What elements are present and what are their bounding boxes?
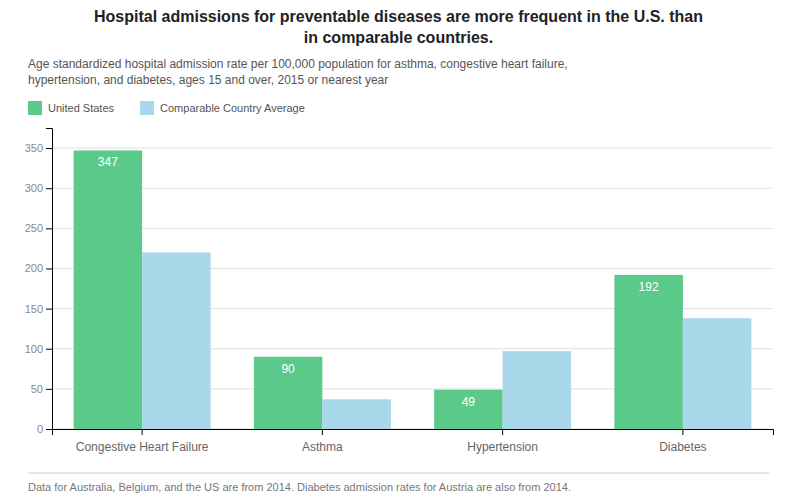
data-label: 192 (639, 280, 659, 294)
bar (142, 252, 210, 429)
bar (434, 390, 502, 429)
grid-line (52, 148, 773, 149)
y-axis-line (46, 129, 53, 430)
y-tick: 200 (25, 262, 52, 274)
x-tick-label: Asthma (302, 440, 343, 454)
legend-label: United States (48, 102, 115, 114)
y-tick: 50 (31, 383, 52, 395)
y-tick-mark (46, 389, 52, 390)
bar-series (142, 252, 751, 429)
y-tick: 100 (25, 343, 52, 355)
y-tick-label: 0 (37, 423, 43, 435)
legend-swatch (28, 101, 42, 115)
bars (74, 150, 752, 429)
y-tick: 300 (25, 182, 52, 194)
x-tick: Hypertension (467, 429, 538, 454)
x-tick-label: Hypertension (467, 440, 538, 454)
x-tick-mark (502, 429, 503, 435)
data-label: 347 (98, 155, 118, 169)
y-tick-label: 50 (31, 383, 43, 395)
grid-line (52, 188, 773, 189)
title: in comparable countries. (304, 29, 493, 46)
x-axis-line (53, 430, 774, 436)
bar (683, 318, 751, 429)
data-label: 90 (281, 362, 295, 376)
subtitle: hypertension, and diabetes, ages 15 and … (28, 73, 388, 87)
y-tick-mark (46, 228, 52, 229)
y-tick-label: 150 (25, 303, 43, 315)
data-labels: 347 90 49 192 (98, 155, 659, 408)
bar (614, 275, 682, 429)
legend-swatch (140, 101, 154, 115)
x-tick: Asthma (302, 429, 343, 454)
y-axis: 0 50 100 150 200 250 300 350 (25, 129, 53, 436)
y-tick-mark (46, 188, 52, 189)
y-tick-mark (46, 429, 52, 430)
footnote: Data for Australia, Belgium, and the US … (28, 481, 571, 493)
y-tick: 0 (37, 423, 52, 435)
y-tick-label: 300 (25, 182, 43, 194)
y-tick: 350 (25, 142, 52, 154)
plot-area: 0 50 100 150 200 250 300 350 Congestive Heart Fa… (25, 129, 774, 455)
bar (322, 399, 390, 429)
x-tick-label: Congestive Heart Failure (76, 440, 209, 454)
y-tick: 150 (25, 303, 52, 315)
y-tick-label: 250 (25, 222, 43, 234)
y-tick-mark (46, 148, 52, 149)
x-tick-mark (142, 429, 143, 435)
legend-item: United States (28, 101, 115, 115)
legend-item: Comparable Country Average (140, 101, 305, 115)
y-tick-label: 100 (25, 343, 43, 355)
legend-label: Comparable Country Average (160, 102, 305, 114)
y-tick-label: 350 (25, 142, 43, 154)
y-tick-mark (46, 309, 52, 310)
subtitle: Age standardized hospital admission rate… (28, 57, 568, 71)
y-tick-mark (46, 349, 52, 350)
x-tick-label: Diabetes (659, 440, 706, 454)
chart-svg: Hospital admissions for preventable dise… (0, 0, 797, 501)
x-tick: Diabetes (659, 429, 706, 454)
footnote-rule (28, 473, 769, 474)
bar (503, 351, 571, 429)
data-label: 49 (462, 395, 476, 409)
bar (254, 357, 322, 429)
x-tick-mark (322, 429, 323, 435)
y-tick: 250 (25, 222, 52, 234)
y-tick-label: 200 (25, 262, 43, 274)
grid (52, 148, 773, 429)
y-tick-mark (46, 268, 52, 269)
bar-series (74, 150, 683, 429)
legend: United States Comparable Country Average (28, 101, 305, 115)
x-axis: Congestive Heart Failure Asthma Hypertensi… (53, 429, 774, 454)
title: Hospital admissions for preventable dise… (94, 8, 703, 25)
x-tick-mark (682, 429, 683, 435)
grid-line (52, 228, 773, 229)
bar (74, 150, 142, 429)
x-tick: Congestive Heart Failure (76, 429, 209, 454)
